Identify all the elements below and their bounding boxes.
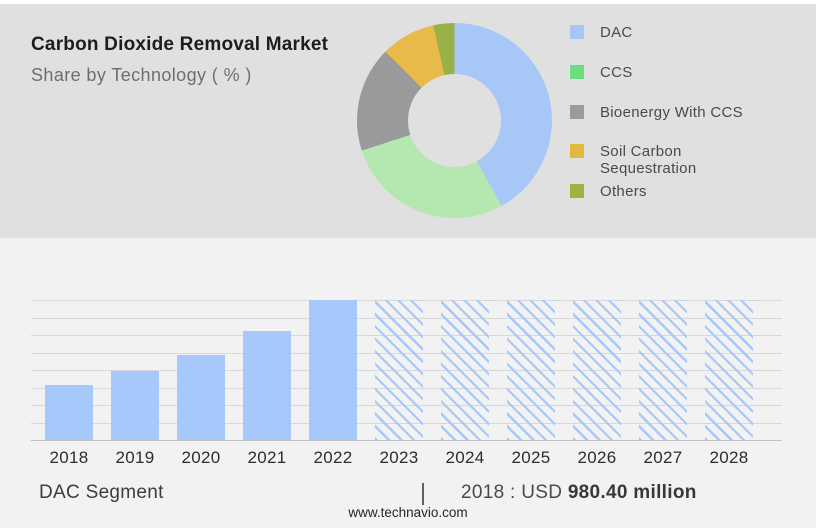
legend-item-bioenergy-with-ccs: Bioenergy With CCS <box>570 104 743 121</box>
caption-value-prefix: 2018 : USD <box>461 482 568 503</box>
bar-2022 <box>309 300 357 440</box>
bar-slot-2021 <box>234 300 300 440</box>
legend-label: Bioenergy With CCS <box>600 104 743 121</box>
x-axis-label-2019: 2019 <box>115 448 155 467</box>
bar-slot-2022 <box>300 300 366 440</box>
x-axis-label-2028: 2028 <box>709 448 749 467</box>
x-axis-label-2023: 2023 <box>379 448 419 467</box>
bar-slot-2019 <box>102 300 168 440</box>
page-subtitle: Share by Technology ( % ) <box>31 65 252 85</box>
legend-label: Soil Carbon Sequestration <box>600 143 697 177</box>
x-axis-label-2022: 2022 <box>313 448 353 467</box>
caption-separator: | <box>420 479 426 505</box>
bar-slot-2023 <box>366 300 432 440</box>
bar-2024-forecast <box>441 300 489 440</box>
legend-label: Others <box>600 183 647 200</box>
pie-legend: DAC CCS Bioenergy With CCS Soil Carbon Sequ… <box>570 24 790 214</box>
bar-slot-2020 <box>168 300 234 440</box>
bar-slot-2024 <box>432 300 498 440</box>
bar-slot-2026 <box>564 300 630 440</box>
bar-plot-area <box>31 300 782 441</box>
segment-label: DAC Segment <box>39 482 164 503</box>
bar-slot-2025 <box>498 300 564 440</box>
bar-2028-forecast <box>705 300 753 440</box>
legend-label: DAC <box>600 24 633 41</box>
x-axis-line <box>31 440 782 441</box>
x-axis-label-2025: 2025 <box>511 448 551 467</box>
caption-value: 2018 : USD 980.40 million <box>461 482 697 504</box>
legend-swatch-icon <box>570 65 584 79</box>
x-axis-label-2026: 2026 <box>577 448 617 467</box>
caption-row: DAC Segment | 2018 : USD 980.40 million <box>0 479 816 508</box>
bar-slot-2018 <box>36 300 102 440</box>
bar-2019 <box>111 371 159 440</box>
legend-swatch-icon <box>570 184 584 198</box>
bar-2026-forecast <box>573 300 621 440</box>
x-axis-label-2018: 2018 <box>49 448 89 467</box>
bar-section-panel: 2018 2019 2020 2021 2022 2023 2024 2025 2026 2027… <box>0 238 816 528</box>
page-title: Carbon Dioxide Removal Market <box>31 34 329 55</box>
legend-item-dac: DAC <box>570 24 633 41</box>
x-axis-labels: 2018 2019 2020 2021 2022 2023 2024 2025 2026 2027… <box>36 448 762 468</box>
legend-item-others: Others <box>570 183 647 200</box>
caption-value-bold: 980.40 million <box>567 482 697 503</box>
legend-swatch-icon <box>570 105 584 119</box>
bar-2025-forecast <box>507 300 555 440</box>
legend-item-ccs: CCS <box>570 64 633 81</box>
bar-2027-forecast <box>639 300 687 440</box>
x-axis-label-2027: 2027 <box>643 448 683 467</box>
bar-slot-2028 <box>696 300 762 440</box>
x-axis-label-2021: 2021 <box>247 448 287 467</box>
bars <box>36 300 762 440</box>
bar-2018 <box>45 385 93 440</box>
website-footer: www.technavio.com <box>348 505 468 520</box>
legend-item-soil-carbon-sequestration: Soil Carbon Sequestration <box>570 143 768 177</box>
bar-2023-forecast <box>375 300 423 440</box>
bar-2021 <box>243 331 291 440</box>
legend-label: CCS <box>600 64 633 81</box>
bar-2020 <box>177 355 225 440</box>
bar-slot-2027 <box>630 300 696 440</box>
x-axis-label-2020: 2020 <box>181 448 221 467</box>
donut-hole <box>408 74 501 167</box>
legend-swatch-icon <box>570 144 584 158</box>
donut-chart <box>357 23 552 218</box>
x-axis-label-2024: 2024 <box>445 448 485 467</box>
pie-section-panel: Carbon Dioxide Removal Market Share by T… <box>0 4 816 238</box>
legend-swatch-icon <box>570 25 584 39</box>
